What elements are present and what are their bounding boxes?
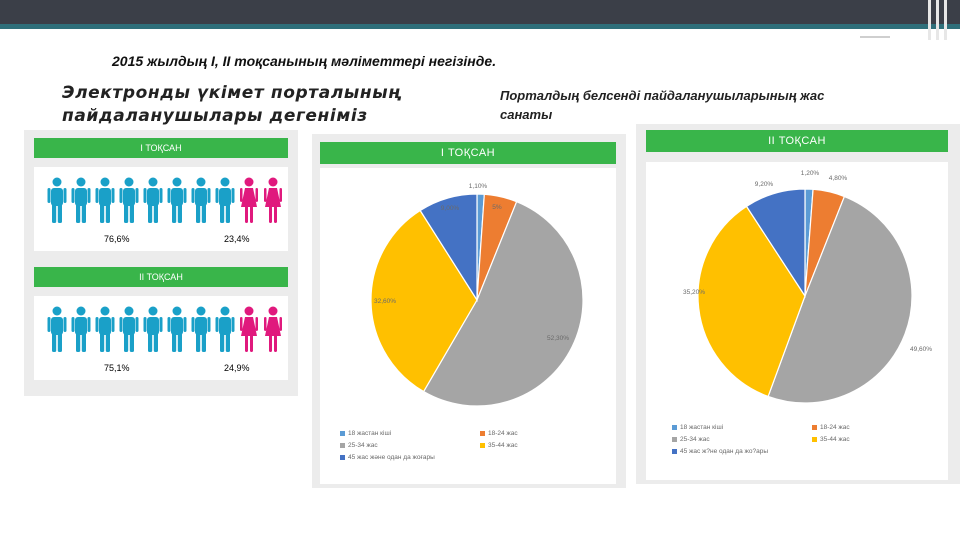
q1-legend-item: 25-34 жас (340, 442, 378, 449)
q2-legend-label: 18 жастан кіші (680, 424, 724, 431)
q1-legend-item: 18-24 жас (480, 430, 518, 437)
q1-pie-data-label: 1,10% (469, 183, 488, 190)
q2-legend-label: 45 жас ж?не одан да жо?ары (680, 448, 768, 455)
q1-pie-data-label: 5% (492, 204, 502, 211)
decor-line (944, 0, 947, 40)
q1-legend-item: 45 жас және одан да жоғары (340, 454, 435, 461)
man-icon (191, 177, 211, 223)
q2-legend-item: 35-44 жас (812, 436, 850, 443)
q2-legend-label: 35-44 жас (820, 436, 850, 443)
q2-legend-swatch (672, 449, 677, 454)
man-icon (143, 177, 163, 223)
q1-legend-item: 18 жастан кіші (340, 430, 391, 437)
q1-pie-data-label: 9,00% (441, 205, 460, 212)
q1-legend-label: 45 жас және одан да жоғары (348, 454, 435, 461)
q2-pie-data-label: 1,20% (801, 170, 820, 177)
q1-pie-data-label: 32,60% (374, 298, 396, 305)
man-icon (167, 177, 187, 223)
top-bar (0, 0, 960, 24)
slide-subtitle: 2015 жылдың I, II тоқсанының мәліметтері… (112, 53, 497, 69)
man-icon (119, 177, 139, 223)
q2-pie-slice (767, 195, 913, 404)
q2-legend-item: 18-24 жас (812, 424, 850, 431)
q1-people-box: 76,6% 23,4% (34, 167, 288, 251)
q2-pie-slice (745, 188, 806, 299)
man-icon (143, 306, 163, 352)
q1-gender-header: I ТОҚСАН (34, 138, 288, 158)
q2-pie-data-label: 49,60% (910, 346, 932, 353)
q1-legend-swatch (340, 431, 345, 436)
q2-pie-data-label: 4,80% (829, 175, 848, 182)
man-icon (71, 306, 91, 352)
q1-legend-swatch (480, 443, 485, 448)
q1-pie-panel: I ТОҚСАН 1,10% 5% 52,30% 32,60% 9,00% 18 жас… (312, 134, 626, 488)
right-heading: Порталдың белсенді пайдаланушыларының жа… (500, 88, 825, 122)
q1-legend-label: 35-44 жас (488, 442, 518, 449)
man-icon (119, 306, 139, 352)
man-icon (71, 177, 91, 223)
man-icon (215, 177, 235, 223)
left-heading: Электронды үкімет порталының пайдаланушы… (62, 83, 401, 126)
gender-infographic-panel: I ТОҚСАН 76,6% 23,4% II ТОҚСАН 75,1% 24,… (24, 130, 298, 396)
q2-legend-item: 25-34 жас (672, 436, 710, 443)
q2-pie-chart: 1,20% 4,80% 49,60% 35,20% 9,20% (683, 170, 932, 404)
q1-female-percent: 23,4% (224, 234, 250, 244)
q2-legend-swatch (672, 437, 677, 442)
man-icon (47, 177, 67, 223)
q1-legend-swatch (340, 443, 345, 448)
q2-legend-label: 18-24 жас (820, 424, 850, 431)
q2-male-percent: 75,1% (104, 363, 130, 373)
q2-legend-swatch (812, 425, 817, 430)
q2-pie-data-label: 9,20% (755, 181, 774, 188)
q1-legend-label: 18 жастан кіші (348, 430, 392, 437)
q2-pie-slice (697, 205, 806, 398)
q1-male-percent: 76,6% (104, 234, 130, 244)
q2-legend: 18 жастан кіші 18-24 жас 25-34 жас 35-44 жа… (672, 424, 942, 474)
q2-people-box: 75,1% 24,9% (34, 296, 288, 380)
q1-chart-area: 1,10% 5% 52,30% 32,60% 9,00% 18 жастан кіші 1… (320, 168, 616, 484)
q2-legend-swatch (812, 437, 817, 442)
man-icon (167, 306, 187, 352)
q1-legend-label: 25-34 жас (348, 442, 378, 449)
q2-female-percent: 24,9% (224, 363, 250, 373)
man-icon (191, 306, 211, 352)
q2-chart-title: II ТОҚСАН (646, 130, 948, 152)
woman-icon (240, 177, 258, 223)
man-icon (95, 177, 115, 223)
q1-legend-item: 35-44 жас (480, 442, 518, 449)
q1-legend-label: 18-24 жас (488, 430, 518, 437)
q1-legend-swatch (480, 431, 485, 436)
q2-legend-label: 25-34 жас (680, 436, 710, 443)
q1-legend: 18 жастан кіші 18-24 жас 25-34 жас 35-44 жа… (340, 430, 610, 480)
q1-pie-data-label: 52,30% (547, 335, 569, 342)
man-icon (47, 306, 67, 352)
man-icon (215, 306, 235, 352)
q1-pie-slice (422, 200, 584, 407)
decor-line (936, 0, 939, 40)
q2-legend-item: 45 жас ж?не одан да жо?ары (672, 448, 768, 455)
q1-people-row (46, 177, 284, 225)
q2-gender-header: II ТОҚСАН (34, 267, 288, 287)
woman-icon (264, 177, 282, 223)
q2-legend-item: 18 жастан кіші (672, 424, 723, 431)
q1-pie-chart: 1,10% 5% 52,30% 32,60% 9,00% (370, 183, 584, 407)
woman-icon (264, 306, 282, 352)
q1-pie-slice (370, 209, 478, 393)
top-bar-accent (0, 24, 960, 29)
woman-icon (240, 306, 258, 352)
decor-line (928, 0, 931, 40)
q2-pie-data-label: 35,20% (683, 289, 705, 296)
q1-pie-slice (419, 193, 478, 303)
q2-legend-swatch (672, 425, 677, 430)
man-icon (95, 306, 115, 352)
decor-line (860, 36, 890, 38)
q1-legend-swatch (340, 455, 345, 460)
q2-pie-panel: II ТОҚСАН 1,20% 4,80% 49,60% 35,20% 9,20% 18… (636, 124, 960, 484)
q2-people-row (46, 306, 284, 354)
q1-chart-title: I ТОҚСАН (320, 142, 616, 164)
q2-chart-area: 1,20% 4,80% 49,60% 35,20% 9,20% 18 жастан кі… (646, 162, 948, 480)
